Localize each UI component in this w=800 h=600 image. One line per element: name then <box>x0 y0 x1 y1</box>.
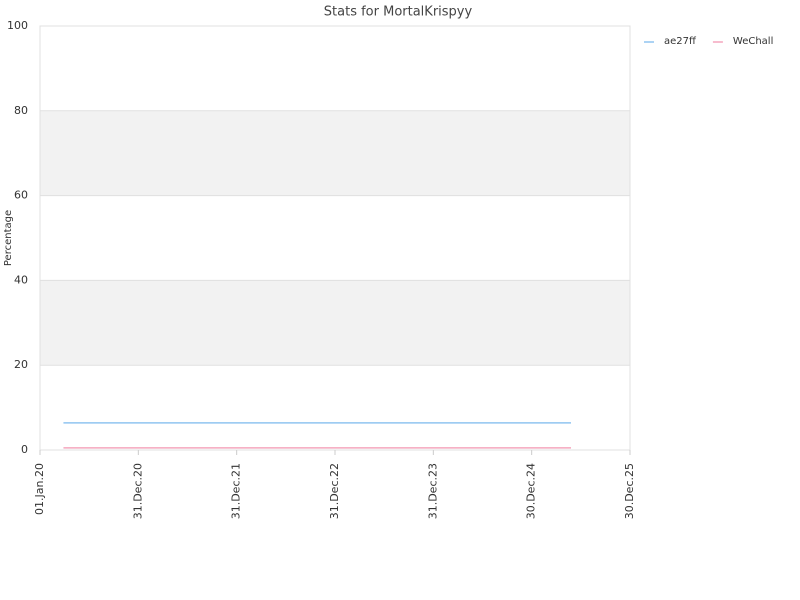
plot-band <box>40 110 630 196</box>
chart-title: Stats for MortalKrispyy <box>324 5 473 20</box>
x-tick-label: 31.Dec.21 <box>230 463 243 519</box>
y-tick-label: 80 <box>14 104 28 117</box>
y-tick-label: 40 <box>14 273 28 286</box>
plot-border <box>39 25 631 451</box>
x-tick-label: 31.Dec.20 <box>131 463 144 519</box>
y-tick-label: 20 <box>14 358 28 371</box>
legend-label: WeChall <box>733 36 773 47</box>
plot-band <box>40 280 630 366</box>
x-tick-label: 30.Dec.24 <box>525 463 538 519</box>
x-tick-label: 31.Dec.22 <box>328 463 341 519</box>
x-tick-label: 30.Dec.25 <box>623 463 636 519</box>
y-tick-label: 100 <box>7 19 28 32</box>
legend-label: ae27ff <box>664 36 697 47</box>
x-tick-label: 01.Jan.20 <box>33 463 46 515</box>
y-tick-label: 60 <box>14 189 28 202</box>
x-tick-label: 31.Dec.23 <box>426 463 439 519</box>
y-axis-label: Percentage <box>3 210 14 266</box>
y-tick-label: 0 <box>21 443 28 456</box>
